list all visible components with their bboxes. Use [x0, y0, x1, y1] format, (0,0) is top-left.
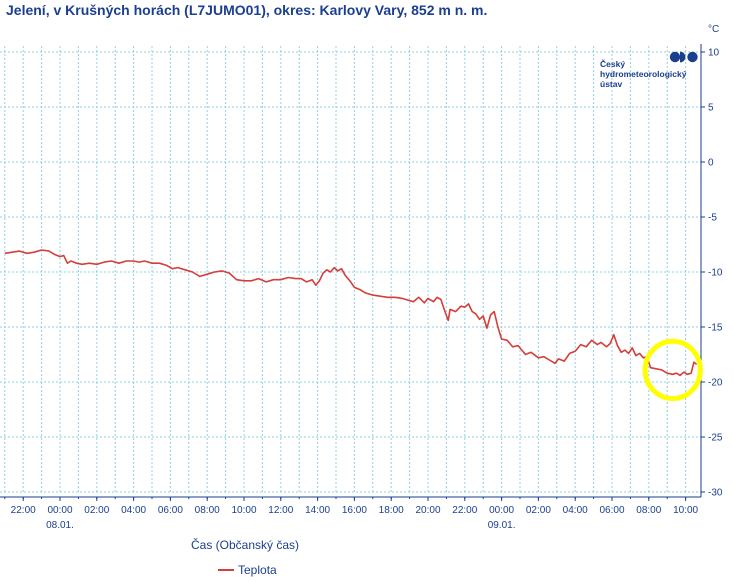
y-unit-label: °C: [708, 24, 719, 35]
date-label: 09.01.: [488, 520, 516, 531]
x-tick-label: 02:00: [526, 505, 551, 516]
y-axis-ticks: 10 5 0 -5 -10 -15 -20 -25 -30: [708, 48, 723, 499]
x-axis-ticks: 22:00 00:00 02:00 04:00 06:00 08:00 10:00 12:00…: [11, 505, 699, 516]
y-tick-label: -5: [708, 213, 717, 224]
y-tick-label: -20: [708, 378, 723, 389]
x-tick-label: 06:00: [599, 505, 624, 516]
x-tick-label: 12:00: [268, 505, 293, 516]
x-tick-label: 22:00: [452, 505, 477, 516]
x-tick-label: 02:00: [84, 505, 109, 516]
date-label: 08.01.: [46, 520, 74, 531]
annotations: [642, 338, 703, 401]
x-tick-label: 08:00: [636, 505, 661, 516]
chmi-logo: Český hydrometeorologický ústav: [600, 51, 698, 89]
series-lines: [4, 249, 698, 377]
grid: [0, 46, 701, 493]
x-tick-label: 00:00: [47, 505, 72, 516]
logo-text-line: Český: [600, 58, 625, 69]
x-tick-label: 04:00: [121, 505, 146, 516]
x-tick-label: 20:00: [415, 505, 440, 516]
logo-dot-icon: [669, 51, 681, 63]
x-tick-label: 08:00: [195, 505, 220, 516]
y-tick-label: -15: [708, 323, 723, 334]
highlight-ellipse: [642, 338, 703, 401]
axes: [0, 44, 705, 501]
chart-title: Jelení, v Krušných horách (L7JUMO01), ok…: [6, 2, 487, 18]
logo-dot-icon: [687, 51, 698, 63]
x-tick-label: 18:00: [379, 505, 404, 516]
logo-text-line: hydrometeorologický: [600, 69, 687, 79]
series-line-temperature: [4, 249, 698, 377]
x-tick-label: 10:00: [673, 505, 698, 516]
x-tick-label: 04:00: [563, 505, 588, 516]
y-tick-label: 0: [708, 158, 714, 169]
x-axis-title: Čas (Občanský čas): [191, 537, 299, 552]
y-tick-label: 5: [708, 103, 714, 114]
x-tick-label: 06:00: [158, 505, 183, 516]
legend: Teplota: [218, 563, 277, 577]
y-tick-label: -25: [708, 433, 723, 444]
x-tick-label: 10:00: [231, 505, 256, 516]
y-tick-label: 10: [708, 48, 720, 59]
date-labels: 08.01. 09.01.: [46, 520, 515, 531]
logo-text-line: ústav: [600, 79, 622, 89]
x-tick-label: 14:00: [305, 505, 330, 516]
x-tick-label: 00:00: [489, 505, 514, 516]
x-tick-label: 16:00: [342, 505, 367, 516]
legend-label: Teplota: [238, 563, 277, 577]
y-tick-label: -30: [708, 488, 723, 499]
y-tick-label: -10: [708, 268, 723, 279]
x-tick-label: 22:00: [11, 505, 36, 516]
logo-half-dot-icon: [680, 51, 686, 63]
